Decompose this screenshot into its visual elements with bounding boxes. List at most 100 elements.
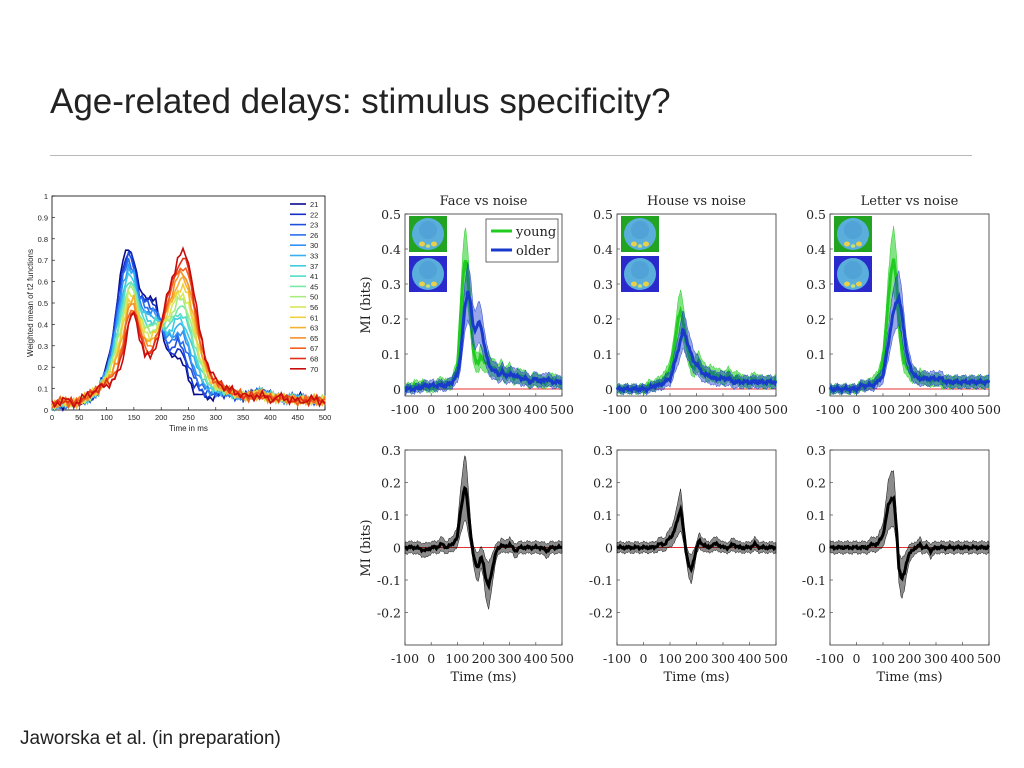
topo-hotspot [419,241,425,247]
y-tick-label: 0.2 [806,476,826,491]
topo-map-inset [621,216,659,252]
topo-hotspot [637,284,643,288]
topo-hotspot [856,281,862,287]
y-tick-label: 0.1 [38,385,48,394]
x-tick-label: 100 [658,651,682,666]
y-tick-label: 0 [605,382,613,397]
legend-label: 41 [310,272,318,281]
topo-hotspot [637,244,643,248]
legend-label: 67 [310,344,318,353]
x-tick-label: 0 [50,413,54,422]
y-tick-label: 0.1 [381,508,401,523]
topo-hotspot [856,241,862,247]
y-tick-label: 0.2 [593,476,613,491]
legend-label: 37 [310,262,318,271]
topo-hotspot [850,244,856,248]
x-tick-label: 0 [853,402,861,417]
topo-hotspot [643,281,649,287]
x-tick-label: 300 [498,651,522,666]
legend-label: 68 [310,355,318,364]
y-tick-label: 0.2 [593,312,613,327]
x-tick-label: -100 [391,651,419,666]
older-line [404,290,563,394]
x-tick-label: 0 [640,402,648,417]
older-line [615,327,778,395]
x-tick-label: 400 [524,651,548,666]
x-tick-label: 300 [924,651,948,666]
y-tick-label: 0.2 [38,363,48,372]
y-tick-label: -0.2 [802,606,826,621]
y-tick-label: 0.5 [38,299,48,308]
x-axis-label: Time in ms [169,424,208,433]
x-tick-label: -100 [816,651,844,666]
y-tick-label: 0.2 [381,476,401,491]
x-tick-label: 400 [951,402,975,417]
topo-hotspot [850,284,856,288]
x-tick-label: 500 [550,402,574,417]
x-tick-label: 300 [498,402,522,417]
x-tick-label: 500 [550,651,574,666]
x-tick-label: 100 [445,651,469,666]
topo-hotspot [631,281,637,287]
slide-title: Age-related delays: stimulus specificity… [50,82,671,121]
topo-map-inset [409,216,447,252]
title-divider [50,155,972,156]
y-tick-label: 0 [44,406,48,415]
series-line-70 [51,246,326,409]
x-tick-label: 100 [100,413,113,422]
topo-center [419,261,437,279]
x-tick-label: 300 [210,413,223,422]
x-tick-label: 200 [685,651,709,666]
y-tick-label: 0.1 [593,508,613,523]
x-tick-label: 400 [738,402,762,417]
bottom-y-axis-label: MI (bits) [359,519,374,576]
x-tick-label: 100 [871,402,895,417]
topo-hotspot [425,244,431,248]
y-tick-label: 1 [44,192,48,201]
topo-center [844,221,862,239]
topo-hotspot [431,281,437,287]
x-tick-label: 500 [977,402,1001,417]
y-tick-label: -0.1 [377,573,401,588]
x-tick-label: 50 [75,413,83,422]
x-tick-label: -100 [603,402,631,417]
x-tick-label: 500 [764,651,788,666]
topo-center [844,261,862,279]
x-tick-label: 400 [738,651,762,666]
y-tick-label: -0.1 [589,573,613,588]
topo-hotspot [844,241,850,247]
y-tick-label: -0.2 [377,606,401,621]
legend-label-older: older [516,244,551,259]
x-tick-label: 200 [472,402,496,417]
y-tick-label: 0.8 [38,235,48,244]
y-tick-label: 0.1 [806,508,826,523]
y-tick-label: 0 [818,382,826,397]
legend-label: 61 [310,313,318,322]
legend-label: 70 [310,365,318,374]
y-tick-label: 0 [393,541,401,556]
y-tick-label: 0.3 [381,443,401,458]
difference-line [404,485,562,591]
y-tick-label: 0 [605,541,613,556]
top-y-axis-label: MI (bits) [359,276,374,333]
topo-map-inset [621,256,659,292]
x-tick-label: 200 [898,402,922,417]
topo-hotspot [431,241,437,247]
older-line [828,291,991,395]
legend-label: 26 [310,231,318,240]
y-tick-label: 0.3 [381,277,401,292]
topo-map-inset [834,256,872,292]
y-tick-label: 0.5 [381,207,401,222]
legend-label: 30 [310,241,318,250]
legend-label: 45 [310,282,318,291]
x-tick-label: 300 [924,402,948,417]
x-tick-label: 400 [951,651,975,666]
legend-label: 65 [310,334,318,343]
legend-label: 23 [310,221,318,230]
x-tick-label: 200 [155,413,168,422]
x-tick-label: 400 [524,402,548,417]
legend-label: 22 [310,210,318,219]
x-tick-label: -100 [391,402,419,417]
legend-label: 50 [310,293,318,302]
